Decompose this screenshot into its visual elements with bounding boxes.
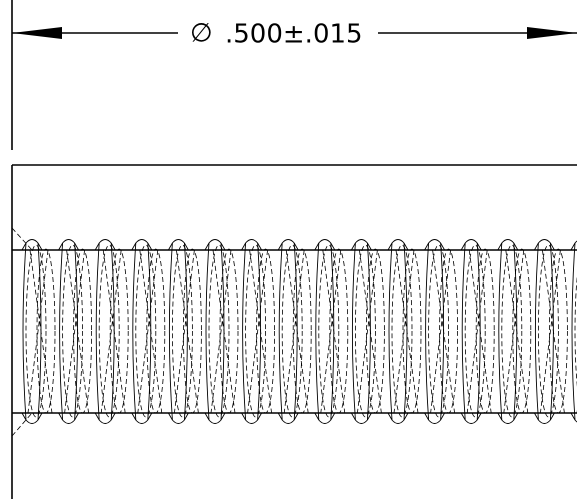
thread-hidden (182, 248, 202, 414)
thread-hidden (393, 249, 419, 414)
thread-hidden (73, 248, 92, 414)
thread-hidden (549, 248, 568, 414)
thread-hidden (475, 248, 495, 414)
thread-crest (168, 239, 189, 251)
thread-crest (460, 239, 482, 251)
thread-hidden (329, 248, 349, 414)
arrowhead (527, 27, 577, 39)
thread-crest (460, 412, 482, 424)
thread-hidden (464, 244, 486, 418)
thread-crest (241, 412, 262, 424)
thread-crest (570, 412, 577, 423)
thread-crest (58, 239, 79, 251)
thread-crest (534, 412, 555, 424)
thread-crest (351, 239, 372, 251)
thread-hidden (501, 244, 523, 418)
thread-crest (58, 412, 79, 424)
thread-crest (314, 412, 336, 424)
chamfer-line (11, 412, 33, 437)
thread-hidden (365, 248, 385, 414)
thread-crest (424, 412, 445, 424)
thread-hidden (391, 244, 413, 418)
thread-hidden (430, 249, 455, 414)
thread-hidden (27, 249, 53, 414)
thread-hidden (318, 244, 340, 418)
thread-hidden (36, 248, 56, 414)
thread-hidden (292, 248, 312, 414)
thread-hidden (64, 249, 89, 414)
thread-crest (21, 239, 43, 251)
thread-hidden (247, 249, 272, 414)
thread-crest (168, 412, 189, 424)
thread-hidden (357, 249, 382, 414)
thread-hidden (146, 248, 166, 414)
thread-hidden (208, 244, 230, 418)
chamfer-line (11, 227, 33, 251)
thread-crest (497, 412, 519, 424)
thread-crest (387, 412, 409, 424)
thread-hidden (281, 244, 303, 418)
thread-hidden (98, 244, 120, 418)
thread-hidden (512, 248, 532, 414)
thread-crest (94, 412, 116, 424)
thread-crest (131, 412, 153, 424)
thread-hidden (109, 248, 129, 414)
thread-hidden (256, 248, 276, 414)
thread-hidden (62, 244, 83, 418)
thread-hidden (135, 244, 157, 418)
thread-hidden (466, 249, 492, 414)
thread-crest (387, 239, 409, 251)
thread-hidden (245, 244, 267, 418)
thread-hidden (439, 248, 459, 414)
thread-crest (534, 239, 555, 251)
diameter-symbol: ∅ (190, 19, 213, 49)
thread-hidden (137, 249, 163, 414)
thread-hidden (100, 249, 126, 414)
thread-crest (277, 239, 299, 251)
thread-crest (21, 412, 43, 424)
thread-hidden (320, 249, 346, 414)
thread-hidden (219, 248, 239, 414)
thread-hidden (503, 249, 529, 414)
thread-flank (571, 242, 576, 421)
thread-hidden (171, 244, 193, 418)
thread-hidden (538, 244, 559, 418)
thread-hidden (25, 244, 47, 418)
thread-hidden (402, 248, 422, 414)
arrowhead (12, 27, 62, 39)
thread-crest (351, 412, 372, 424)
thread-crest (424, 239, 445, 251)
thread-crest (94, 239, 116, 251)
thread-crest (570, 240, 577, 251)
thread-crest (277, 412, 299, 424)
thread-crest (314, 239, 336, 251)
thread-crest (241, 239, 262, 251)
thread-hidden (428, 244, 450, 418)
thread-hidden (540, 249, 565, 414)
dimension-value: .500±.015 (225, 20, 363, 50)
thread-crest (204, 412, 226, 424)
thread-crest (204, 239, 226, 251)
thread-hidden (210, 249, 236, 414)
thread-crest (497, 239, 519, 251)
thread-hidden (354, 244, 376, 418)
thread-hidden (174, 249, 199, 414)
thread-hidden (283, 249, 309, 414)
thread-crest (131, 239, 153, 251)
threads (21, 239, 577, 424)
